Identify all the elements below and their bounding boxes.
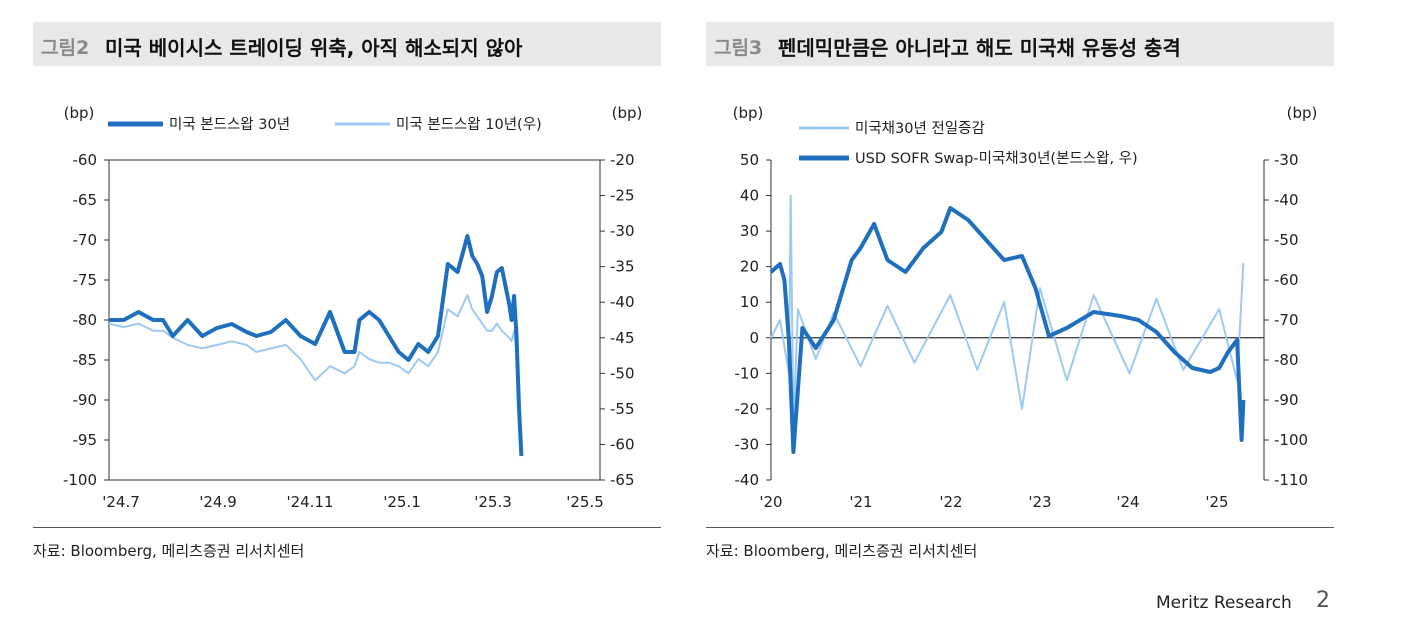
x-tick-label: '24.11 bbox=[286, 493, 333, 511]
y-tick-right-label: -65 bbox=[610, 471, 635, 489]
legend-label: 미국채30년 전일증감 bbox=[855, 120, 985, 137]
legend-label: 미국 본드스왑 10년(우) bbox=[396, 116, 542, 133]
y-tick-left-label: -80 bbox=[73, 311, 98, 329]
y-tick-right-label: -80 bbox=[1274, 351, 1299, 369]
unit-label-right: (bp) bbox=[612, 104, 643, 122]
chart-title: 미국 베이시스 트레이딩 위축, 아직 해소되지 않아 bbox=[105, 36, 523, 60]
y-tick-right-label: -110 bbox=[1274, 471, 1308, 489]
x-tick-label: '25.5 bbox=[566, 493, 604, 511]
source-divider bbox=[706, 527, 1334, 528]
line-chart-treasury-liquidity: 50 40 30 20 10 0 -10 -20 -30 -40 -30 -40 -50 -60 -70 -8… bbox=[733, 104, 1318, 511]
footer-brand: Meritz Research bbox=[1156, 593, 1292, 613]
legend-label: 미국 본드스왑 30년 bbox=[169, 116, 290, 133]
y-tick-right-label: -40 bbox=[610, 293, 635, 311]
unit-label-left: (bp) bbox=[733, 104, 764, 122]
y-tick-right-label: -55 bbox=[610, 400, 635, 418]
x-tick-label: '23 bbox=[1028, 493, 1051, 511]
y-tick-right-label: -60 bbox=[610, 435, 635, 453]
y-tick-right-label: -40 bbox=[1274, 191, 1299, 209]
y-tick-right-label: -30 bbox=[610, 222, 635, 240]
figure-number: 그림3 bbox=[714, 37, 763, 59]
y-tick-left-label: -10 bbox=[735, 364, 760, 382]
y-tick-right-label: -70 bbox=[1274, 311, 1299, 329]
y-tick-right-label: -50 bbox=[610, 364, 635, 382]
y-tick-left-label: -85 bbox=[73, 351, 98, 369]
y-tick-left-label: -100 bbox=[63, 471, 97, 489]
series-line-2 bbox=[769, 206, 1246, 454]
series-line-1 bbox=[770, 194, 1245, 428]
x-tick-label: '25 bbox=[1205, 493, 1228, 511]
y-tick-left-label: 20 bbox=[740, 258, 759, 276]
plot-frame bbox=[108, 159, 601, 481]
y-tick-right-label: -100 bbox=[1274, 431, 1308, 449]
unit-label-left: (bp) bbox=[64, 104, 95, 122]
y-tick-left-label: -60 bbox=[73, 151, 98, 169]
y-tick-left-label: -70 bbox=[73, 231, 98, 249]
chart-title: 펜데믹만큼은 아니라고 해도 미국채 유동성 충격 bbox=[778, 36, 1181, 60]
line-chart-basis-trading: -60 -65 -70 -75 -80 -85 -90 -95 -100 -20 -25 -30 -35… bbox=[63, 104, 643, 511]
x-tick-label: '24 bbox=[1116, 493, 1139, 511]
y-tick-left-label: 40 bbox=[740, 187, 759, 205]
y-tick-right-label: -50 bbox=[1274, 231, 1299, 249]
chart-title-bar: 그림2 미국 베이시스 트레이딩 위축, 아직 해소되지 않아 bbox=[33, 22, 661, 66]
series-line-1 bbox=[109, 234, 524, 457]
y-tick-left-label: -30 bbox=[735, 435, 760, 453]
page-number: 2 bbox=[1316, 588, 1330, 613]
chart-panel-right: 그림3 펜데믹만큼은 아니라고 해도 미국채 유동성 충격 50 40 30 20 10… bbox=[706, 0, 1336, 580]
y-tick-right-label: -45 bbox=[610, 329, 635, 347]
legend-label: USD SOFR Swap-미국채30년(본드스왑, 우) bbox=[855, 150, 1138, 167]
chart-title-bar: 그림3 펜데믹만큼은 아니라고 해도 미국채 유동성 충격 bbox=[706, 22, 1334, 66]
y-tick-left-label: -75 bbox=[73, 271, 98, 289]
y-tick-left-label: 50 bbox=[740, 151, 759, 169]
y-tick-left-label: -40 bbox=[735, 471, 760, 489]
source-note: 자료: Bloomberg, 메리츠증권 리서치센터 bbox=[706, 542, 978, 560]
y-tick-right-label: -30 bbox=[1274, 151, 1299, 169]
chart-panel-left: 그림2 미국 베이시스 트레이딩 위축, 아직 해소되지 않아 -60 -65 -7… bbox=[33, 0, 663, 580]
y-tick-left-label: 30 bbox=[740, 222, 759, 240]
unit-label-right: (bp) bbox=[1287, 104, 1318, 122]
x-tick-label: '22 bbox=[939, 493, 962, 511]
y-tick-right-label: -20 bbox=[610, 151, 635, 169]
y-tick-left-label: 10 bbox=[740, 293, 759, 311]
y-tick-right-label: -90 bbox=[1274, 391, 1299, 409]
figure-number: 그림2 bbox=[41, 37, 90, 59]
y-tick-right-label: -35 bbox=[610, 258, 635, 276]
x-tick-label: '21 bbox=[849, 493, 872, 511]
x-tick-label: '25.1 bbox=[383, 493, 421, 511]
x-tick-label: '20 bbox=[759, 493, 782, 511]
source-note: 자료: Bloomberg, 메리츠증권 리서치센터 bbox=[33, 542, 305, 560]
source-divider bbox=[33, 527, 661, 528]
y-tick-left-label: -90 bbox=[73, 391, 98, 409]
x-tick-label: '24.9 bbox=[199, 493, 237, 511]
y-tick-left-label: -65 bbox=[73, 191, 98, 209]
y-tick-left-label: -20 bbox=[735, 400, 760, 418]
y-tick-right-label: -25 bbox=[610, 187, 635, 205]
y-tick-right-label: -60 bbox=[1274, 271, 1299, 289]
x-tick-label: '24.7 bbox=[102, 493, 140, 511]
series-line-2 bbox=[108, 294, 523, 452]
x-tick-label: '25.3 bbox=[474, 493, 512, 511]
y-tick-left-label: 0 bbox=[749, 329, 759, 347]
y-tick-left-label: -95 bbox=[73, 431, 98, 449]
